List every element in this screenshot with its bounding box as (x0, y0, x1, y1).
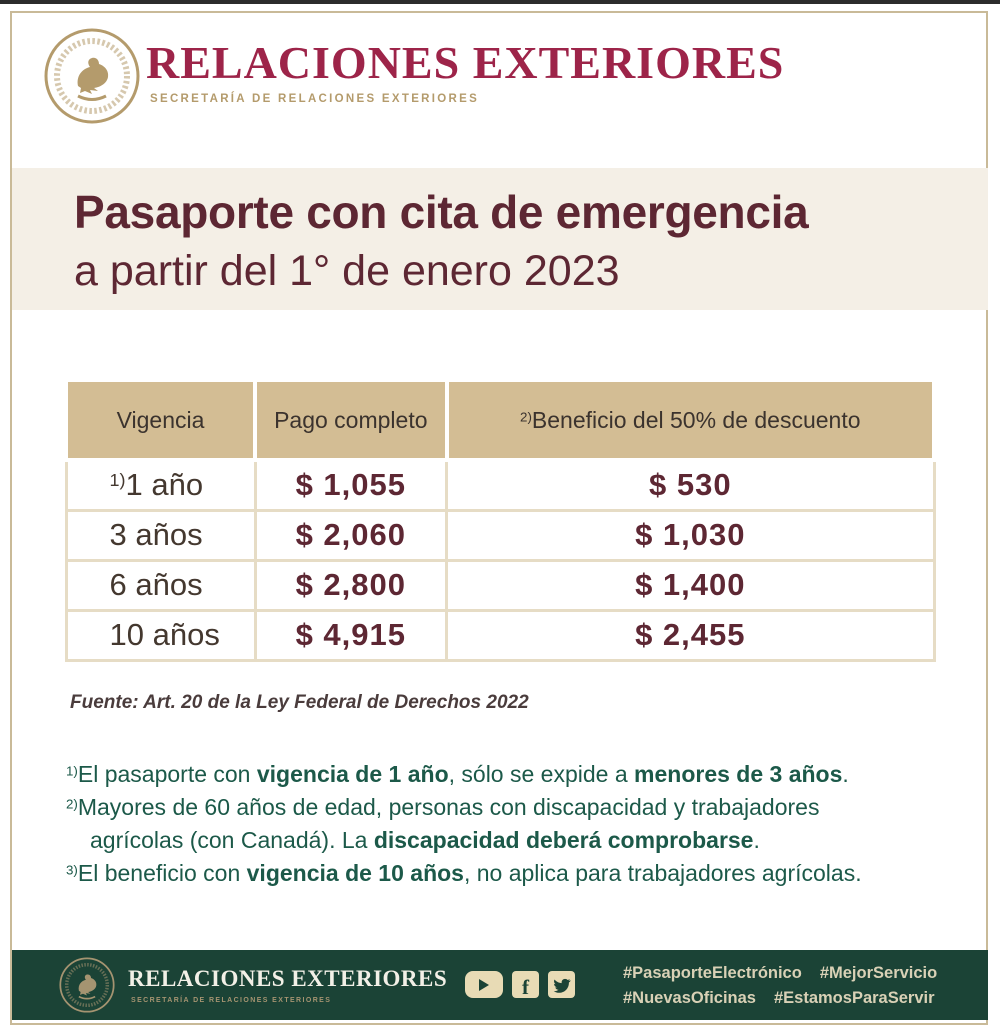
header-subtitle: SECRETARÍA DE RELACIONES EXTERIORES (150, 93, 480, 105)
footer-subtitle: SECRETARÍA DE RELACIONES EXTERIORES (131, 997, 332, 1004)
hashtags: #PasaporteElectrónico #MejorServicio #Nue… (623, 961, 968, 1011)
header-wordmark: RELACIONES EXTERIORES (146, 37, 785, 88)
vigencia-cell: 10 años (64, 608, 257, 662)
beneficio-cell: $ 1,400 (445, 558, 936, 612)
hashtag-line: #NuevasOficinas #EstamosParaServir (623, 986, 968, 1011)
hashtag: #PasaporteElectrónico (623, 964, 802, 982)
notes: 1)El pasaporte con vigencia de 1 año, só… (66, 758, 971, 890)
top-border-strip (0, 0, 1000, 4)
pago-completo-cell: $ 4,915 (253, 608, 449, 662)
note-item: 1)El pasaporte con vigencia de 1 año, só… (66, 761, 849, 787)
twitter-icon (548, 971, 575, 998)
note-item: 3)El beneficio con vigencia de 10 años, … (66, 860, 862, 886)
pago-completo-cell: $ 1,055 (253, 458, 449, 512)
beneficio-cell: $ 2,455 (445, 608, 936, 662)
passport-fees-table: Vigencia Pago completo 2)Beneficio del 50%… (63, 378, 937, 662)
table-row: 3 años $ 2,060 $ 1,030 (64, 508, 936, 562)
column-header: 2)Beneficio del 50% de descuento (444, 378, 937, 462)
table-row: 10 años $ 4,915 $ 2,455 (64, 608, 936, 662)
footer-bar: RELACIONES EXTERIORES SECRETARÍA DE RELA… (12, 950, 988, 1020)
fees-table-body: 1)1 año $ 1,055 $ 530 3 años $ 2,060 $ 1… (64, 458, 936, 662)
table-row: 1)1 año $ 1,055 $ 530 (64, 458, 936, 512)
title-banner: Pasaporte con cita de emergencia a parti… (12, 168, 988, 310)
column-header: Pago completo (253, 378, 449, 462)
beneficio-cell: $ 1,030 (445, 508, 936, 562)
youtube-icon (465, 971, 503, 998)
hashtag: #NuevasOficinas (623, 989, 756, 1007)
social-icons: f (465, 971, 575, 999)
mexico-eagle-seal-icon (42, 26, 142, 126)
pago-completo-cell: $ 2,800 (253, 558, 449, 612)
vigencia-cell: 1)1 año (64, 458, 257, 512)
hashtag: #MejorServicio (819, 964, 938, 982)
facebook-icon: f (512, 971, 539, 999)
hashtag: #EstamosParaServir (773, 989, 935, 1007)
hashtag-line: #PasaporteElectrónico #MejorServicio (623, 961, 968, 986)
source-note: Fuente: Art. 20 de la Ley Federal de Der… (70, 692, 529, 713)
beneficio-cell: $ 530 (445, 458, 936, 512)
page-subtitle: a partir del 1° de enero 2023 (74, 247, 620, 295)
vigencia-cell: 3 años (64, 508, 257, 562)
footer-wordmark: RELACIONES EXTERIORES (128, 966, 448, 991)
vigencia-cell: 6 años (64, 558, 257, 612)
note-item: 2)Mayores de 60 años de edad, personas c… (66, 794, 820, 853)
column-header: Vigencia (63, 378, 258, 462)
pago-completo-cell: $ 2,060 (253, 508, 449, 562)
page-title: Pasaporte con cita de emergencia (74, 186, 809, 238)
table-row: 6 años $ 2,800 $ 1,400 (64, 558, 936, 612)
mexico-eagle-seal-icon (58, 956, 116, 1014)
table-header-row: Vigencia Pago completo 2)Beneficio del 50%… (63, 378, 937, 462)
